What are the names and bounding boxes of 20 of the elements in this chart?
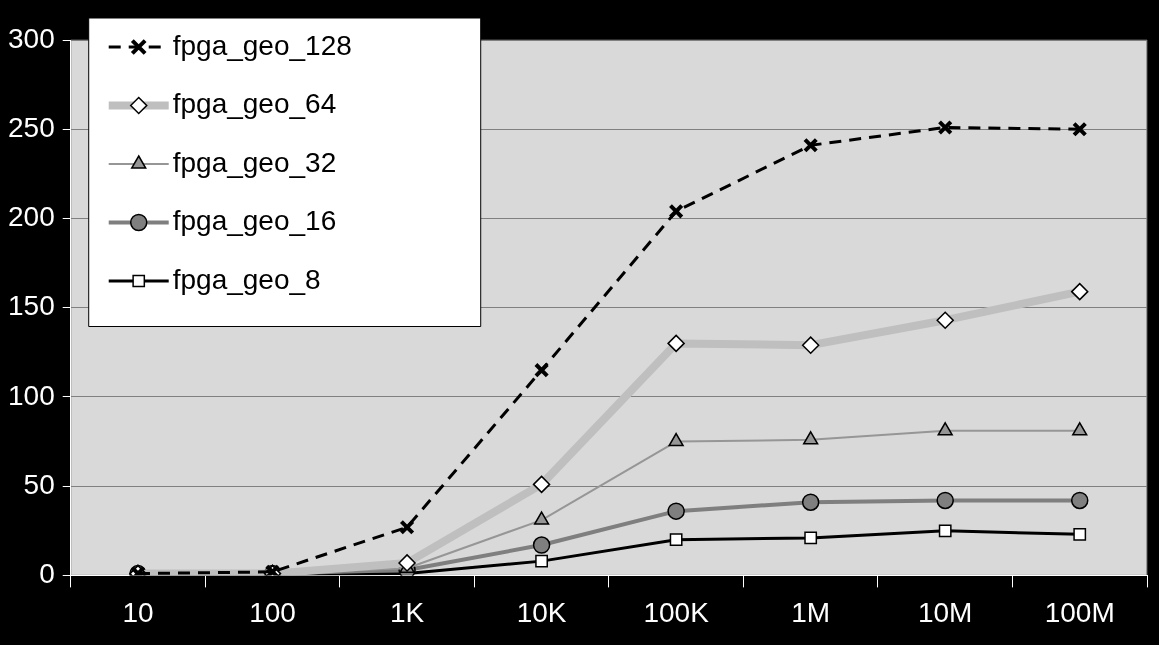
y-tick-label: 150 [8, 290, 55, 322]
legend-label: fpga_geo_128 [172, 29, 352, 61]
y-tick-label: 250 [8, 111, 55, 143]
y-tick-label: 200 [8, 201, 55, 233]
x-tick-label: 10K [516, 596, 567, 628]
y-tick-label: 300 [8, 22, 55, 54]
legend-label: fpga_geo_16 [172, 205, 337, 237]
y-tick-label: 100 [8, 379, 55, 411]
y-tick-label: 0 [39, 558, 55, 590]
legend-label: fpga_geo_8 [172, 263, 321, 295]
legend-label: fpga_geo_64 [172, 88, 337, 120]
x-tick-label: 10M [917, 596, 973, 628]
x-tick-label: 10 [122, 596, 154, 628]
legend-label: fpga_geo_32 [172, 146, 337, 178]
x-tick-label: 100K [643, 596, 710, 628]
x-tick-label: 1M [791, 596, 831, 628]
x-tick-label: 100 [249, 596, 296, 628]
x-tick-label: 1K [389, 596, 425, 628]
x-tick-label: 100M [1044, 596, 1115, 628]
y-tick-label: 50 [23, 468, 55, 500]
